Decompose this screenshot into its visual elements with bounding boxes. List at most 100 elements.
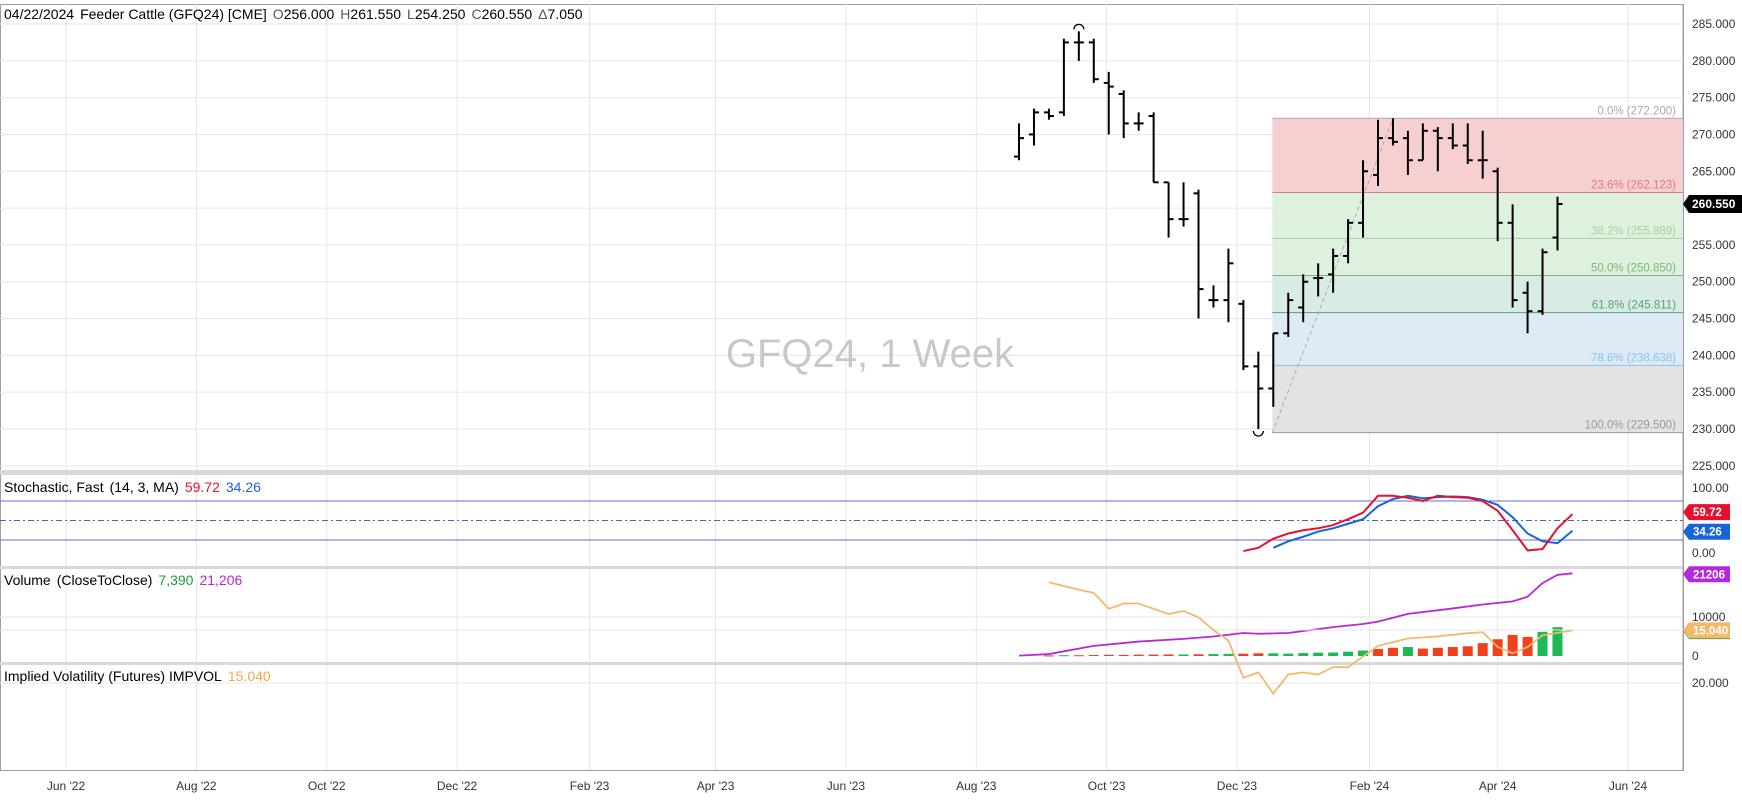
price-tick-label: 270.000	[1692, 127, 1736, 141]
volume-avg-tag	[1683, 566, 1730, 583]
volume-bar	[1477, 643, 1488, 656]
volume-bar	[1432, 647, 1443, 656]
ohlc-bar	[1043, 108, 1054, 120]
volume-bar	[1103, 654, 1114, 656]
price-tick-label: 255.000	[1692, 238, 1736, 252]
volume-bar	[1298, 653, 1309, 656]
fib-zone	[1272, 192, 1683, 239]
ohlc-bar	[1522, 281, 1533, 334]
volume-bar	[1268, 653, 1279, 656]
price-tick-label: 235.000	[1692, 385, 1736, 399]
time-grid	[65, 4, 1629, 770]
iv-last-tag	[1683, 622, 1730, 639]
volume-bar	[1283, 653, 1294, 656]
price-tick-label: 225.000	[1692, 459, 1736, 473]
volume-bar	[1223, 653, 1234, 656]
volume-bar	[1073, 655, 1084, 657]
x-tick-label: Feb '23	[570, 779, 610, 793]
stoch-tick-label: 100.00	[1692, 481, 1729, 495]
price-tick-label: 250.000	[1692, 275, 1736, 289]
ohlc-bar	[1298, 274, 1309, 323]
ohlc-bar	[1014, 123, 1025, 161]
x-tick-label: Oct '22	[308, 779, 346, 793]
iv-title: Implied Volatility (Futures) IMPVOL	[4, 668, 222, 684]
price-tick-label: 265.000	[1692, 164, 1736, 178]
volume-bar	[1133, 654, 1144, 656]
fib-level-label: 100.0% (229.500)	[1585, 420, 1677, 432]
x-tick-label: Dec '23	[1217, 779, 1258, 793]
fib-zone	[1272, 312, 1683, 366]
volume-avg-line	[1018, 572, 1573, 657]
iv-pane-header: Implied Volatility (Futures) IMPVOL 15.0…	[4, 668, 271, 684]
ohlc-close-label: C	[471, 6, 482, 22]
x-tick-label: Jun '22	[47, 779, 86, 793]
ohlc-bar	[1073, 31, 1084, 61]
chart-watermark: GFQ24, 1 Week	[726, 332, 1015, 376]
volume-bar	[1343, 651, 1354, 656]
volume-bar	[1178, 654, 1189, 656]
ohlc-close-value: 260.550	[481, 6, 533, 22]
ohlc-bars	[1014, 31, 1563, 429]
ohlc-bar	[1148, 112, 1159, 184]
volume-bar	[1402, 647, 1413, 656]
x-tick-label: Dec '22	[437, 779, 478, 793]
pane-separator	[0, 470, 1683, 475]
fib-level-label: 61.8% (245.811)	[1592, 300, 1676, 312]
price-tick-label: 230.000	[1692, 422, 1736, 436]
volume-bar	[1118, 654, 1129, 656]
ohlc-high-value: 261.550	[350, 6, 402, 22]
ohlc-change-value: 7.050	[547, 6, 583, 22]
stochastic-params: (14, 3, MA)	[109, 479, 179, 495]
header-symbol-title: Feeder Cattle (GFQ24) [CME]	[80, 6, 267, 22]
ohlc-bar	[1103, 71, 1114, 135]
ohlc-bar	[1253, 351, 1264, 429]
stoch-k-tag	[1683, 504, 1730, 521]
ohlc-bar	[1208, 285, 1219, 308]
ohlc-bar	[1372, 119, 1383, 186]
volume-avg-tag-label: 21206	[1693, 569, 1725, 581]
volume-bar	[1208, 654, 1219, 656]
ohlc-bar	[1328, 248, 1339, 293]
x-tick-label: Apr '24	[1479, 779, 1517, 793]
pane-separator	[0, 566, 1683, 569]
iv-line	[1048, 581, 1573, 696]
volume-params: (CloseToClose)	[56, 572, 153, 588]
iv-last-value: 15.040	[227, 668, 271, 684]
volume-title: Volume	[4, 572, 51, 588]
ohlc-bar	[1447, 123, 1458, 150]
volume-bar	[1537, 631, 1548, 656]
stoch-k-tag-label: 59.72	[1693, 507, 1722, 519]
stoch-d-tag	[1683, 523, 1730, 540]
volume-bar	[1328, 652, 1339, 656]
fib-level-label: 0.0% (272.200)	[1597, 105, 1676, 117]
ohlc-low-value: 254.250	[414, 6, 466, 22]
fib-zone	[1272, 365, 1683, 433]
volume-tick-label: 10000	[1692, 610, 1726, 624]
stochastic-pane-header: Stochastic, Fast (14, 3, MA) 59.72 34.26	[4, 479, 261, 495]
iv-tick-label: 20.000	[1692, 676, 1729, 690]
ohlc-bar	[1462, 123, 1473, 164]
high-pivot-marker	[1073, 23, 1085, 30]
fib-zone	[1272, 275, 1683, 313]
price-tick-label: 245.000	[1692, 312, 1736, 326]
ohlc-bar	[1268, 332, 1279, 407]
ohlc-bar	[1432, 127, 1443, 172]
stochastic-k-value: 59.72	[184, 479, 220, 495]
stoch-tick-label: 0.00	[1692, 546, 1716, 560]
volume-bar	[1193, 654, 1204, 656]
stoch-d-tag-label: 34.26	[1693, 527, 1722, 539]
ohlc-bar	[1507, 204, 1518, 308]
x-tick-label: Jun '23	[827, 779, 866, 793]
price-tick-label: 275.000	[1692, 91, 1736, 105]
ohlc-bar	[1402, 130, 1413, 175]
stoch-d-line	[1272, 494, 1574, 549]
ohlc-bar	[1178, 182, 1189, 227]
volume-bar	[1043, 655, 1054, 657]
volume-bar	[1313, 652, 1324, 656]
volume-bar	[1148, 654, 1159, 656]
stoch-k-line	[1243, 494, 1574, 553]
volume-bar	[1163, 654, 1174, 656]
fib-zone	[1272, 118, 1683, 193]
